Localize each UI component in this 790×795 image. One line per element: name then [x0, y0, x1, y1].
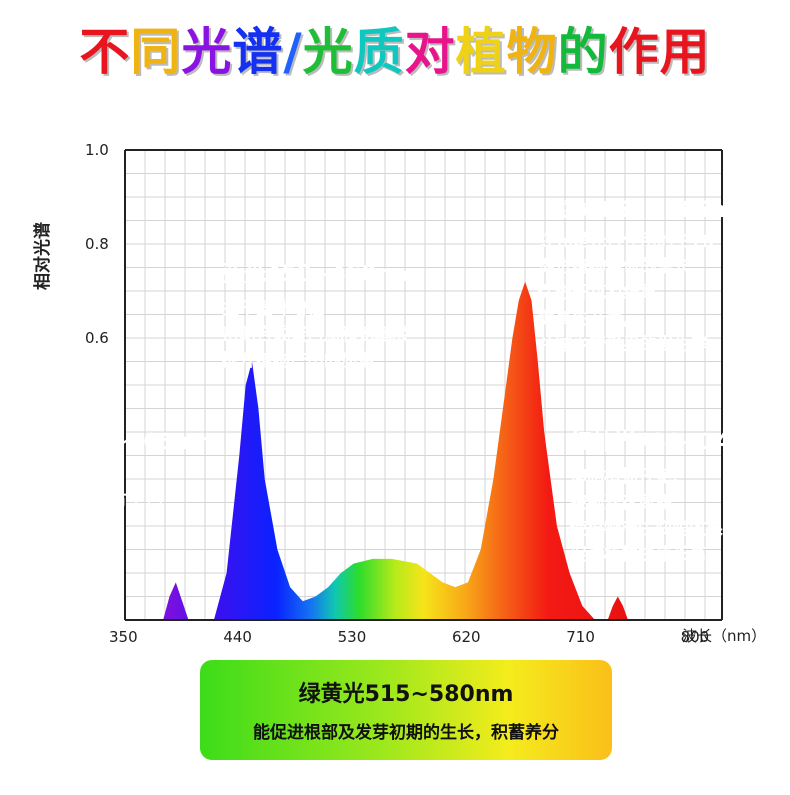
callout-blue: 蓝光450~460nm 主干茎叶增粗 帮助合成蛋白质和氨基酸 提升植物产出的质量 — [206, 246, 488, 410]
title-char: 对 — [404, 23, 456, 81]
callout-line: 能促进根部及发芽初期的生长，积蓄养分 — [253, 723, 559, 743]
callout-heading: 红光655~665nm — [556, 198, 749, 223]
callout-green: 绿黄光515~580nm 能促进根部及发芽初期的生长，积蓄养分 — [200, 660, 612, 760]
title-char: 用 — [659, 23, 711, 81]
callout-heading: 蓝光450~460nm — [222, 262, 415, 287]
y-tick-label: 0.6 — [85, 329, 109, 347]
title-char: 光 — [181, 23, 233, 81]
title-char: 质 — [353, 23, 405, 81]
callout-line: 控制开花周期, — [570, 493, 679, 513]
page-title: 不同光谱/光质对植物的作用 — [0, 12, 790, 84]
callout-line: 促使花瓣/叶片上色 — [20, 489, 163, 509]
callout-line: 促进植物整体的生长, — [538, 257, 698, 277]
callout-line: 使植物产生庇荫效果, — [570, 519, 730, 539]
callout-line: 提升植物产出的质量 — [222, 351, 375, 371]
y-tick-label: 0.8 — [85, 235, 109, 253]
callout-line: 红光是光合作用的主力, — [538, 231, 715, 251]
y-axis-label: 相对光谱 — [33, 222, 53, 290]
title-char: / — [283, 23, 303, 81]
x-tick-label: 620 — [451, 628, 481, 646]
title-char: 物 — [506, 23, 558, 81]
x-axis-label: 波长（nm） — [682, 627, 767, 645]
callout-line: 抑制植物开花, — [570, 467, 679, 487]
callout-line: 提升品质 — [20, 515, 88, 535]
x-tick-label: 440 — [223, 628, 252, 646]
x-tick-label: 710 — [566, 628, 595, 646]
callout-red: 红光655~665nm 红光是光合作用的主力, 促进植物整体的生长, 促进开花及… — [526, 184, 778, 360]
spectrum-area — [163, 281, 634, 620]
callout-infrared: 红外光730~740nm 抑制植物开花, 控制开花周期, 使植物产生庇荫效果, … — [558, 416, 785, 578]
callout-heading: 红外光730~740nm — [570, 430, 785, 455]
title-char: 植 — [455, 23, 507, 81]
x-tick-label: 800 — [680, 628, 710, 646]
callout-purple: 紫光390~405nm 抑制徒长 促使花瓣/叶片上色 提升品质 — [6, 416, 228, 548]
callout-line: 主干茎叶增粗 — [222, 299, 324, 319]
title-char: 作 — [608, 23, 660, 81]
title-char: 不 — [79, 23, 131, 81]
x-tick-label: 530 — [337, 628, 367, 646]
callout-line: 提高生产量, — [538, 309, 630, 329]
x-tick-label: 350 — [109, 628, 138, 646]
title-char: 的 — [557, 23, 609, 81]
callout-line: 抑制徒长 — [20, 463, 88, 483]
callout-line: 促进植物快速长高。 — [570, 545, 723, 565]
callout-heading: 紫光390~405nm — [20, 430, 213, 455]
callout-line: 并减少畸形果的发生率。 — [538, 335, 725, 355]
callout-line: 促进开花及结果, — [538, 283, 664, 303]
y-tick-label: 1.0 — [85, 141, 109, 159]
title-char: 谱 — [232, 23, 284, 81]
callout-line: 帮助合成蛋白质和氨基酸 — [222, 325, 409, 345]
title-char: 同 — [130, 23, 182, 81]
title-char: 光 — [302, 23, 354, 81]
callout-heading: 绿黄光515~580nm — [298, 682, 514, 707]
